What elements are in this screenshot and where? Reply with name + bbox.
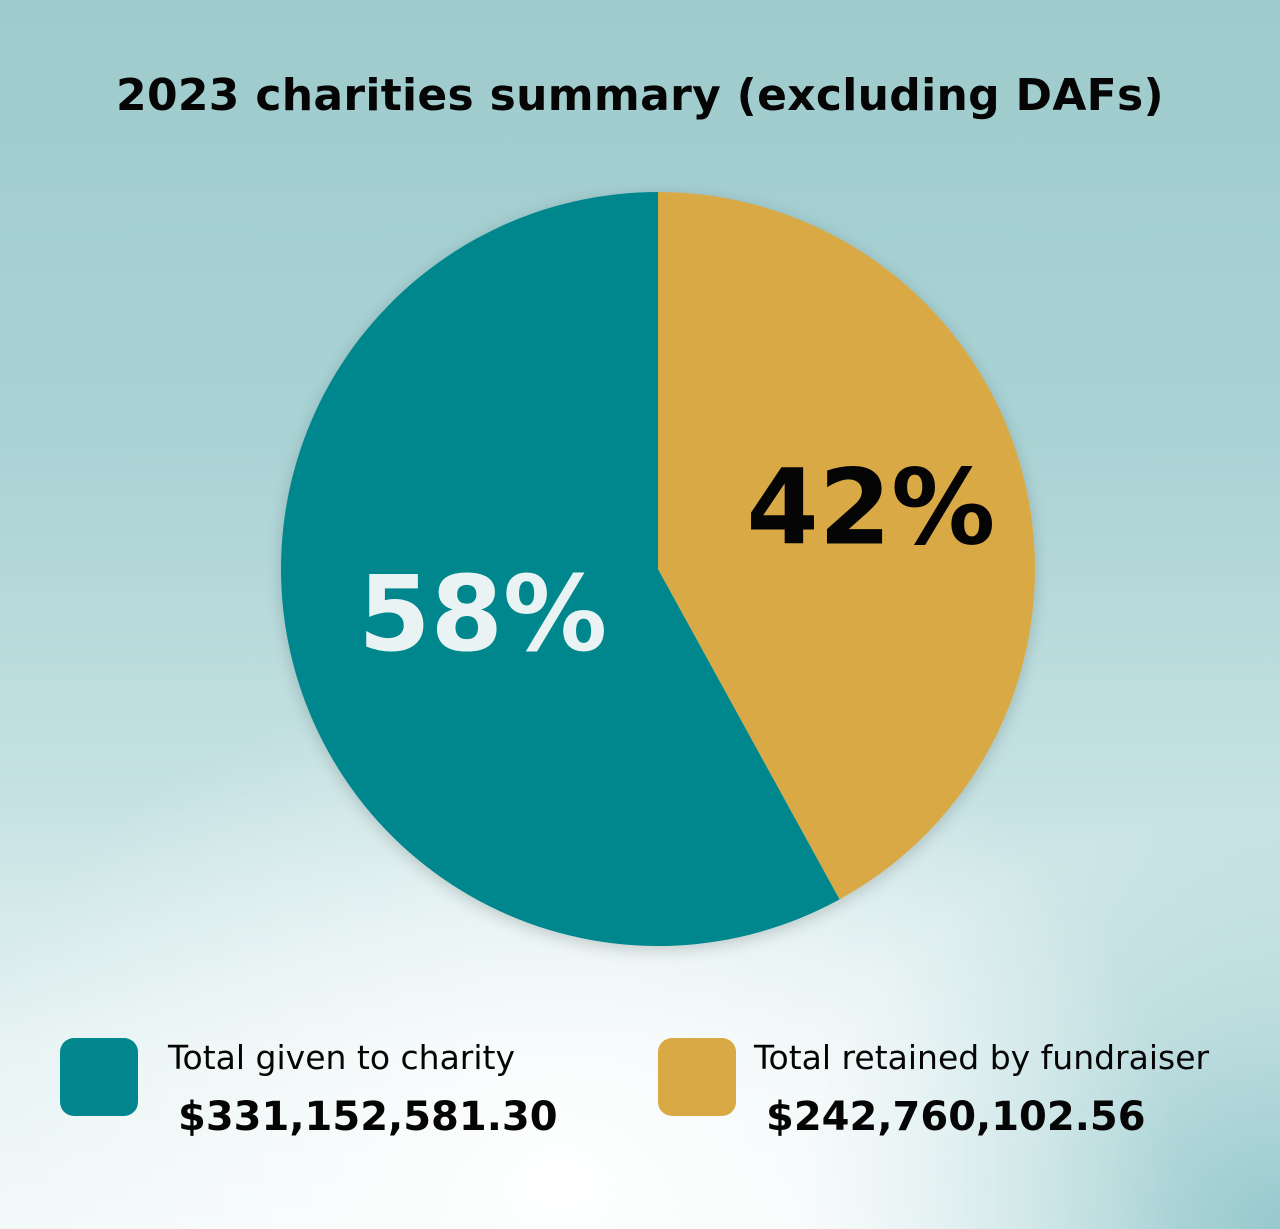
legend-swatch-teal	[60, 1038, 138, 1116]
legend-label-given-to-charity: Total given to charity	[168, 1038, 516, 1077]
pie-slice-retained-by-fundraiser	[658, 192, 1036, 900]
legend-swatch-gold	[658, 1038, 736, 1116]
legend-item-given-to-charity: Total given to charity $331,152,581.30	[60, 1038, 580, 1178]
legend-label-retained-by-fundraiser: Total retained by fundraiser	[754, 1038, 1210, 1077]
pie-label-retained-by-fundraiser: 42%	[746, 446, 995, 568]
legend-amount-retained-by-fundraiser: $242,760,102.56	[766, 1094, 1146, 1140]
legend-amount-given-to-charity: $331,152,581.30	[178, 1094, 558, 1140]
legend-item-retained-by-fundraiser: Total retained by fundraiser $242,760,10…	[658, 1038, 1268, 1178]
chart-title: 2023 charities summary (excluding DAFs)	[116, 70, 1164, 121]
pie-label-given-to-charity: 58%	[358, 553, 607, 675]
pie-slice-given-to-charity	[281, 192, 840, 946]
